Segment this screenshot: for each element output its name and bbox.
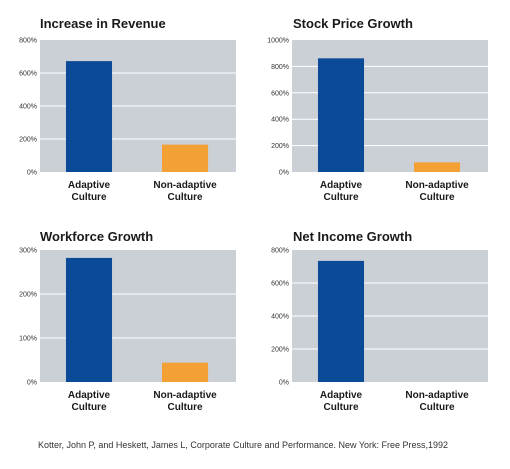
chart-title: Stock Price Growth: [293, 16, 413, 31]
y-tick-label: 300%: [19, 248, 37, 255]
category-label: Culture: [324, 402, 359, 413]
category-label: Culture: [168, 402, 203, 413]
category-label: Non-adaptive: [153, 390, 217, 401]
category-label: Culture: [420, 402, 455, 413]
category-label: Culture: [72, 192, 107, 203]
y-tick-label: 0%: [27, 170, 37, 177]
chart-title: Net Income Growth: [293, 229, 413, 244]
y-tick-label: 400%: [19, 104, 37, 111]
category-label: Adaptive: [320, 180, 363, 191]
y-tick-label: 800%: [271, 64, 289, 71]
bar-non-adaptive-culture: [414, 162, 461, 172]
chart-title: Workforce Growth: [40, 229, 154, 244]
y-tick-label: 200%: [271, 347, 289, 354]
y-tick-label: 0%: [279, 380, 289, 387]
bar-non-adaptive-culture: [162, 362, 209, 382]
y-tick-label: 600%: [271, 281, 289, 288]
bar-adaptive-culture: [317, 260, 365, 382]
bar-adaptive-culture: [65, 257, 113, 382]
y-tick-label: 400%: [271, 314, 289, 321]
category-label: Culture: [420, 192, 455, 203]
y-tick-label: 100%: [19, 336, 37, 343]
bar-adaptive-culture: [317, 58, 365, 172]
category-label: Non-adaptive: [405, 180, 469, 191]
y-tick-label: 200%: [19, 137, 37, 144]
category-label: Non-adaptive: [405, 390, 469, 401]
y-tick-label: 400%: [271, 117, 289, 124]
y-tick-label: 0%: [27, 380, 37, 387]
y-tick-label: 800%: [19, 38, 37, 45]
category-label: Adaptive: [320, 390, 363, 401]
y-tick-label: 200%: [271, 143, 289, 150]
bar-adaptive-culture: [65, 61, 113, 173]
category-label: Non-adaptive: [153, 180, 217, 191]
category-label: Adaptive: [68, 390, 111, 401]
category-label: Adaptive: [68, 180, 111, 191]
bar-non-adaptive-culture: [162, 144, 209, 172]
category-label: Culture: [168, 192, 203, 203]
y-tick-label: 600%: [271, 90, 289, 97]
category-label: Culture: [72, 402, 107, 413]
citation-text: Kotter, John P, and Heskett, James L, Co…: [38, 440, 449, 450]
y-tick-label: 800%: [271, 248, 289, 255]
y-tick-label: 0%: [279, 170, 289, 177]
category-label: Culture: [324, 192, 359, 203]
y-tick-label: 600%: [19, 71, 37, 78]
y-tick-label: 200%: [19, 292, 37, 299]
y-tick-label: 1000%: [267, 38, 289, 45]
chart-title: Increase in Revenue: [40, 16, 166, 31]
